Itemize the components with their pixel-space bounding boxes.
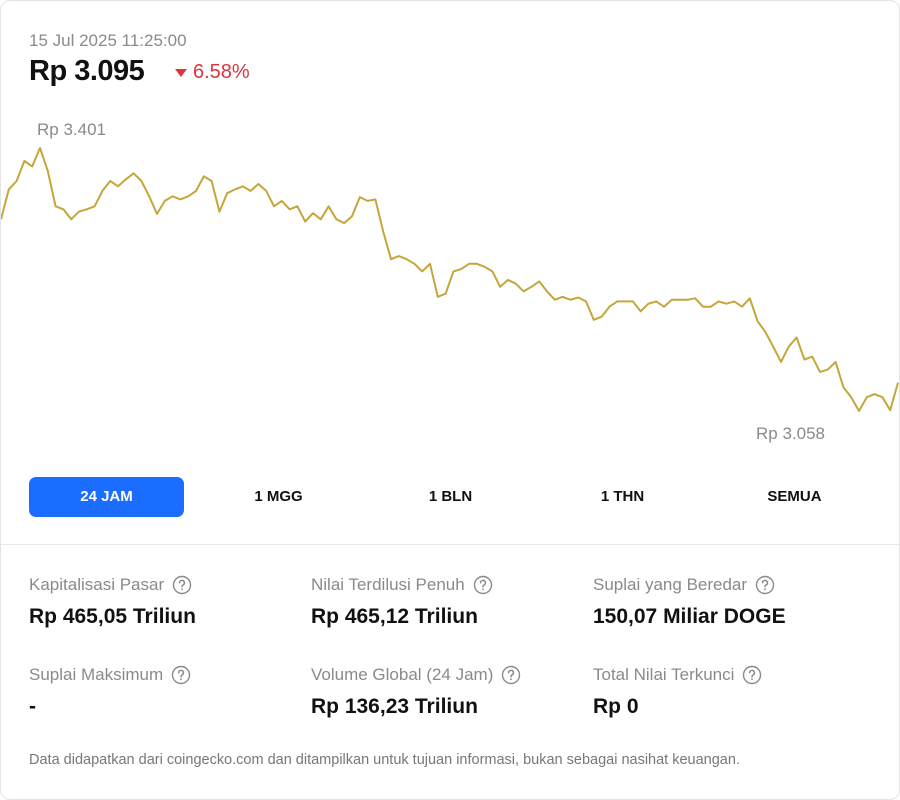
- disclaimer: Data didapatkan dari coingecko.com dan d…: [29, 752, 740, 768]
- range-tab[interactable]: SEMUA: [767, 488, 822, 505]
- price-chart: Rp 3.401 Rp 3.058: [1, 120, 899, 443]
- stat-value: Rp 0: [593, 695, 639, 718]
- stat-label-text: Suplai yang Beredar: [593, 575, 748, 594]
- stat-value: -: [29, 695, 36, 718]
- stat-label-text: Nilai Terdilusi Penuh: [311, 575, 465, 594]
- stat-value: Rp 465,05 Triliun: [29, 605, 196, 628]
- stat-label: Kapitalisasi Pasar: [29, 575, 192, 595]
- stat-value: Rp 136,23 Triliun: [311, 695, 478, 718]
- timestamp: 15 Jul 2025 11:25:00: [29, 31, 187, 50]
- help-icon[interactable]: [755, 575, 775, 595]
- stat-label: Volume Global (24 Jam): [311, 665, 521, 685]
- help-icon[interactable]: [473, 575, 493, 595]
- stat-label-text: Suplai Maksimum: [29, 665, 164, 684]
- low-label: Rp 3.058: [756, 424, 825, 443]
- range-tab[interactable]: 1 MGG: [254, 488, 303, 505]
- price-change: 6.58%: [175, 61, 250, 84]
- help-icon[interactable]: [501, 665, 521, 685]
- stat-label: Suplai yang Beredar: [593, 575, 775, 595]
- stat-label-text: Kapitalisasi Pasar: [29, 575, 165, 594]
- help-icon[interactable]: [171, 665, 191, 685]
- divider: [1, 544, 899, 545]
- change-value: 6.58%: [193, 61, 250, 83]
- stat-label: Nilai Terdilusi Penuh: [311, 575, 493, 595]
- price-line: [1, 147, 899, 412]
- down-arrow: [175, 68, 187, 77]
- range-tab[interactable]: 24 JAM: [29, 477, 184, 517]
- range-tab[interactable]: 1 BLN: [428, 488, 473, 505]
- high-label: Rp 3.401: [37, 120, 106, 139]
- stat-label-text: Total Nilai Terkunci: [593, 665, 735, 684]
- help-icon[interactable]: [172, 575, 192, 595]
- stat-label-text: Volume Global (24 Jam): [311, 665, 494, 684]
- help-icon[interactable]: [742, 665, 762, 685]
- stat-label: Suplai Maksimum: [29, 665, 191, 685]
- price: Rp 3.095: [29, 55, 145, 87]
- stat-value: 150,07 Miliar DOGE: [593, 605, 786, 628]
- range-tab[interactable]: 1 THN: [600, 488, 645, 505]
- stat-value: Rp 465,12 Triliun: [311, 605, 478, 628]
- stat-label: Total Nilai Terkunci: [593, 665, 762, 685]
